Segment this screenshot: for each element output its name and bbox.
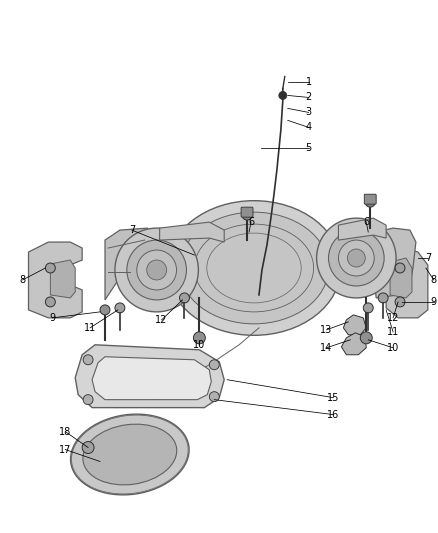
Circle shape bbox=[147, 260, 166, 280]
Circle shape bbox=[115, 303, 125, 313]
Polygon shape bbox=[373, 228, 416, 298]
Circle shape bbox=[209, 392, 219, 402]
Text: 8: 8 bbox=[431, 275, 437, 285]
Circle shape bbox=[328, 230, 384, 286]
Text: 10: 10 bbox=[193, 340, 205, 350]
Circle shape bbox=[395, 263, 405, 273]
Text: 12: 12 bbox=[155, 315, 168, 325]
Circle shape bbox=[180, 293, 190, 303]
FancyBboxPatch shape bbox=[241, 207, 253, 217]
Polygon shape bbox=[386, 242, 428, 318]
Text: 16: 16 bbox=[327, 410, 339, 419]
Circle shape bbox=[360, 332, 372, 344]
Polygon shape bbox=[343, 315, 366, 335]
Text: 7: 7 bbox=[129, 225, 135, 235]
Circle shape bbox=[46, 297, 55, 307]
Polygon shape bbox=[342, 333, 366, 355]
Circle shape bbox=[83, 355, 93, 365]
Text: 14: 14 bbox=[320, 343, 332, 353]
Circle shape bbox=[209, 360, 219, 370]
Circle shape bbox=[339, 240, 374, 276]
Polygon shape bbox=[50, 260, 75, 298]
Ellipse shape bbox=[180, 212, 328, 324]
Circle shape bbox=[378, 293, 388, 303]
Text: 4: 4 bbox=[306, 123, 312, 132]
Text: 11: 11 bbox=[84, 323, 96, 333]
Text: 12: 12 bbox=[387, 313, 399, 323]
Polygon shape bbox=[339, 218, 386, 240]
Text: 11: 11 bbox=[387, 327, 399, 337]
Circle shape bbox=[46, 263, 55, 273]
Circle shape bbox=[100, 305, 110, 315]
Circle shape bbox=[115, 228, 198, 312]
Ellipse shape bbox=[167, 200, 341, 335]
Circle shape bbox=[137, 250, 177, 290]
Polygon shape bbox=[75, 345, 224, 408]
Circle shape bbox=[279, 92, 287, 100]
Text: 8: 8 bbox=[19, 275, 25, 285]
Text: 7: 7 bbox=[425, 253, 431, 263]
Polygon shape bbox=[105, 228, 148, 300]
Ellipse shape bbox=[71, 414, 189, 495]
Text: 9: 9 bbox=[431, 297, 437, 307]
Circle shape bbox=[127, 240, 187, 300]
Text: 6: 6 bbox=[248, 217, 254, 227]
Circle shape bbox=[365, 197, 375, 207]
Polygon shape bbox=[92, 357, 211, 400]
Text: 15: 15 bbox=[327, 393, 339, 402]
Circle shape bbox=[395, 297, 405, 307]
Circle shape bbox=[347, 249, 365, 267]
Circle shape bbox=[363, 303, 373, 313]
Text: 17: 17 bbox=[59, 445, 71, 455]
Polygon shape bbox=[28, 242, 82, 318]
Circle shape bbox=[82, 441, 94, 454]
Circle shape bbox=[242, 210, 252, 220]
Ellipse shape bbox=[83, 424, 177, 485]
Polygon shape bbox=[390, 258, 412, 298]
Text: 13: 13 bbox=[320, 325, 332, 335]
Polygon shape bbox=[333, 247, 358, 262]
Text: 2: 2 bbox=[306, 92, 312, 102]
Circle shape bbox=[83, 394, 93, 405]
Text: 9: 9 bbox=[49, 313, 56, 323]
Text: 10: 10 bbox=[387, 343, 399, 353]
Text: 6: 6 bbox=[363, 217, 369, 227]
Text: 18: 18 bbox=[59, 426, 71, 437]
FancyBboxPatch shape bbox=[364, 194, 376, 204]
Text: 1: 1 bbox=[306, 77, 312, 87]
Text: 3: 3 bbox=[306, 108, 312, 117]
Circle shape bbox=[317, 218, 396, 298]
Polygon shape bbox=[159, 222, 224, 242]
Polygon shape bbox=[155, 244, 177, 262]
Circle shape bbox=[194, 332, 205, 344]
Text: 5: 5 bbox=[306, 143, 312, 154]
